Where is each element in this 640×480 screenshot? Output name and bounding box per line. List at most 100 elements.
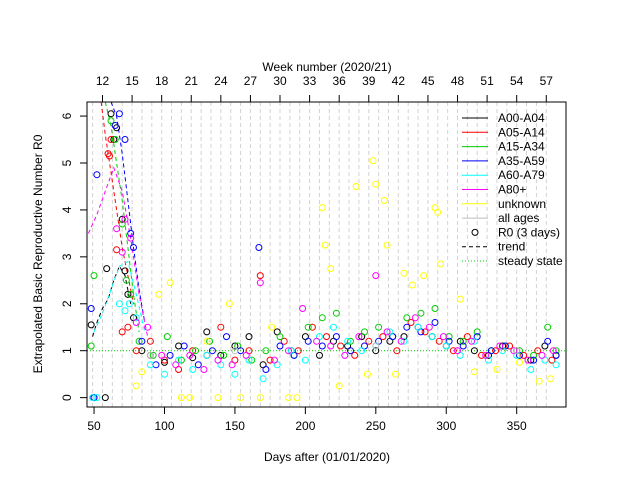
r0-point	[552, 347, 560, 355]
trend-line	[100, 101, 134, 304]
top-tick-label: 39	[362, 74, 376, 88]
r0-point	[132, 382, 140, 390]
x-axis: 50 100 150 200 250 300 350	[87, 406, 527, 433]
top-tick-label: 45	[421, 74, 435, 88]
r0-point	[400, 337, 408, 345]
r0-point	[544, 323, 552, 331]
trend-line	[87, 166, 149, 337]
r0-point	[87, 305, 95, 312]
legend: A00-A04A05-A14A15-A34A35-A59A60-A79A80+u…	[462, 111, 563, 268]
top-tick-label: 27	[244, 74, 258, 88]
x-tick-label: 50	[87, 419, 101, 433]
r0-point	[245, 333, 253, 341]
r0-point	[111, 122, 119, 129]
r0-point	[186, 394, 194, 402]
r0-point	[316, 351, 323, 359]
r0-point	[146, 351, 154, 359]
r0-point	[393, 347, 401, 355]
r0-point	[127, 229, 135, 237]
r0-point	[163, 333, 171, 341]
r0-point	[442, 342, 450, 350]
trend-line	[110, 101, 146, 323]
r0-point	[107, 117, 115, 125]
r0-point	[113, 225, 121, 233]
top-tick-label: 24	[214, 74, 228, 88]
top-tick-label: 30	[273, 74, 287, 88]
x-axis-label: Days after (01/01/2020)	[264, 450, 390, 464]
r0-point	[293, 394, 301, 402]
r0-point	[118, 248, 126, 256]
r0-point	[285, 394, 292, 402]
legend-label: A80+	[498, 183, 526, 197]
r0-point	[93, 394, 101, 402]
r0-point	[365, 337, 373, 345]
r0-point	[127, 234, 135, 242]
r0-point	[90, 272, 98, 280]
r0-point	[492, 347, 500, 355]
top-tick-label: 18	[155, 74, 169, 88]
y-tick-label: 5	[60, 159, 74, 166]
legend-label: A60-A79	[498, 168, 545, 182]
r0-point	[304, 337, 312, 345]
legend-label: A35-A59	[498, 154, 545, 168]
r0-point	[127, 290, 135, 298]
r0-point	[87, 321, 95, 329]
r0-point	[228, 361, 236, 369]
r0-point	[248, 356, 256, 364]
r0-point	[276, 342, 284, 350]
r0-point	[403, 314, 411, 322]
r0-point	[524, 356, 532, 364]
r0-point	[372, 180, 380, 188]
r0-point	[130, 244, 137, 251]
r0-point	[231, 370, 239, 378]
r0-point	[510, 347, 518, 355]
top-tick-label: 15	[125, 74, 139, 88]
r0-point	[118, 328, 126, 336]
r0-point	[172, 361, 180, 369]
x-tick-label: 350	[507, 419, 527, 433]
r0-point	[344, 337, 352, 345]
top-tick-label: 12	[96, 74, 110, 88]
r0-point	[414, 323, 422, 331]
r0-point	[327, 342, 335, 350]
r0-point	[383, 328, 391, 336]
r0-point	[449, 347, 457, 355]
r0-point	[301, 356, 309, 364]
r0-point	[180, 342, 188, 350]
plot-frame	[86, 101, 567, 408]
r0-point	[121, 307, 129, 315]
x-tick-label: 250	[366, 419, 386, 433]
r0-point	[459, 337, 467, 345]
top-tick-label: 54	[510, 74, 524, 88]
r0-point	[121, 215, 129, 223]
r0-point	[527, 366, 535, 373]
r0-point	[420, 272, 428, 280]
r0-point	[177, 394, 185, 402]
r0-point	[146, 337, 154, 345]
r0-point	[237, 394, 245, 402]
r0-point	[223, 333, 230, 341]
x-tick-label: 100	[154, 419, 174, 433]
x-tick-label: 200	[295, 419, 315, 433]
r0-point	[435, 337, 443, 345]
r0-point	[200, 366, 208, 373]
r0-point	[203, 351, 211, 359]
r0-point	[220, 351, 228, 359]
r0-point	[549, 347, 557, 355]
top-axis-label: Week number (2020/21)	[262, 60, 391, 74]
r0-point	[379, 333, 387, 341]
r0-point	[89, 394, 97, 402]
r0-point	[352, 183, 360, 190]
r0-point	[304, 323, 312, 331]
r0-point	[161, 358, 168, 366]
r0-point	[547, 375, 554, 383]
legend-label: A15-A34	[498, 140, 545, 154]
r0-point	[369, 157, 377, 165]
r0-point	[259, 375, 267, 383]
r0-point	[262, 366, 270, 373]
y-tick-label: 3	[60, 253, 74, 260]
legend-label: all ages	[498, 211, 539, 225]
x-tick-label: 300	[436, 419, 456, 433]
r0-point	[380, 197, 388, 204]
r0-point	[332, 309, 340, 317]
